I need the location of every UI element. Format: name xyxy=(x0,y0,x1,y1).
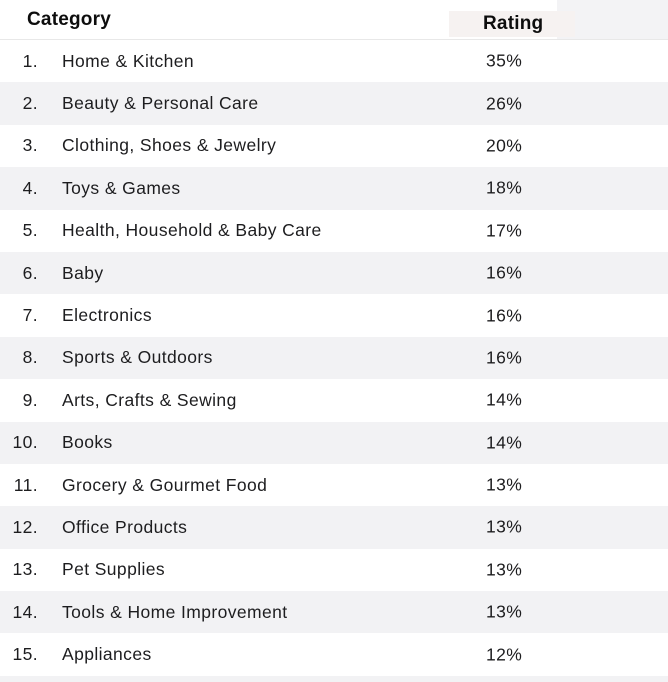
row-number: 15. xyxy=(12,644,38,665)
table-row: 5. Health, Household & Baby Care 17% xyxy=(0,209,668,252)
row-category: Electronics xyxy=(62,305,152,326)
table-row: 11. Grocery & Gourmet Food 13% xyxy=(0,463,668,507)
row-rating: 13% xyxy=(486,474,523,495)
row-rating: 16% xyxy=(486,347,523,368)
row-number: 11. xyxy=(13,474,38,495)
row-number: 3. xyxy=(22,135,38,156)
table-row: 2. Beauty & Personal Care 26% xyxy=(0,82,668,125)
row-number: 1. xyxy=(22,50,38,71)
row-rating: 20% xyxy=(486,135,523,156)
row-number: 13. xyxy=(12,559,38,580)
table-row: 3. Clothing, Shoes & Jewelry 20% xyxy=(0,124,668,168)
row-rating: 13% xyxy=(486,601,523,622)
table-row: 8. Sports & Outdoors 16% xyxy=(0,336,668,380)
row-number: 9. xyxy=(22,389,38,410)
row-number: 8. xyxy=(22,347,38,368)
row-rating: 16% xyxy=(486,262,523,283)
row-rating: 18% xyxy=(486,177,523,198)
table-row: 13. Pet Supplies 13% xyxy=(0,548,668,592)
table-row: 7. Electronics 16% xyxy=(0,294,668,337)
row-rating: 12% xyxy=(486,644,523,665)
row-category: Books xyxy=(62,432,113,453)
table-row: 9. Arts, Crafts & Sewing 14% xyxy=(0,379,668,422)
row-rating: 35% xyxy=(486,50,523,71)
table-row: 12. Office Products 13% xyxy=(0,506,668,549)
row-category: Pet Supplies xyxy=(62,559,166,580)
header-category: Category xyxy=(27,8,111,30)
row-category: Toys & Games xyxy=(62,177,181,198)
table-row: 15. Appliances 12% xyxy=(0,633,668,676)
row-number: 7. xyxy=(22,305,38,326)
row-number: 4. xyxy=(22,177,38,198)
row-number: 14. xyxy=(12,601,38,622)
table-header: Category Rating xyxy=(0,0,668,40)
row-category: Baby xyxy=(62,262,104,283)
row-rating: 13% xyxy=(486,559,523,580)
row-number: 6. xyxy=(22,262,38,283)
row-category: Clothing, Shoes & Jewelry xyxy=(62,135,277,156)
row-rating: 26% xyxy=(486,93,523,114)
row-number: 10. xyxy=(12,432,38,453)
header-rating-highlight: Rating xyxy=(449,11,575,37)
row-rating: 13% xyxy=(486,516,523,537)
row-rating: 14% xyxy=(486,389,523,410)
row-category: Beauty & Personal Care xyxy=(62,93,259,114)
row-category: Tools & Home Improvement xyxy=(62,601,288,622)
row-rating: 17% xyxy=(486,220,523,241)
header-right-shade xyxy=(557,0,668,39)
header-rating: Rating xyxy=(483,13,544,34)
row-rating: 16% xyxy=(486,305,523,326)
row-category: Health, Household & Baby Care xyxy=(62,220,322,241)
row-number: 5. xyxy=(22,220,38,241)
row-number: 2. xyxy=(22,93,38,114)
table-row: 14. Tools & Home Improvement 13% xyxy=(0,591,668,634)
row-category: Sports & Outdoors xyxy=(62,347,213,368)
row-category: Appliances xyxy=(62,644,152,665)
table-row: 4. Toys & Games 18% xyxy=(0,167,668,210)
row-category: Home & Kitchen xyxy=(62,50,195,71)
table-row: 6. Baby 16% xyxy=(0,251,668,295)
table-row: 10. Books 14% xyxy=(0,421,668,464)
row-category: Grocery & Gourmet Food xyxy=(62,474,268,495)
row-category: Arts, Crafts & Sewing xyxy=(62,389,237,410)
row-category: Office Products xyxy=(62,516,188,537)
row-number: 12. xyxy=(12,516,38,537)
table-row: 1. Home & Kitchen 35% xyxy=(0,40,668,83)
row-rating: 14% xyxy=(486,432,523,453)
table-row-partial xyxy=(0,675,668,682)
table-body: 1. Home & Kitchen 35% 2. Beauty & Person… xyxy=(0,40,668,682)
